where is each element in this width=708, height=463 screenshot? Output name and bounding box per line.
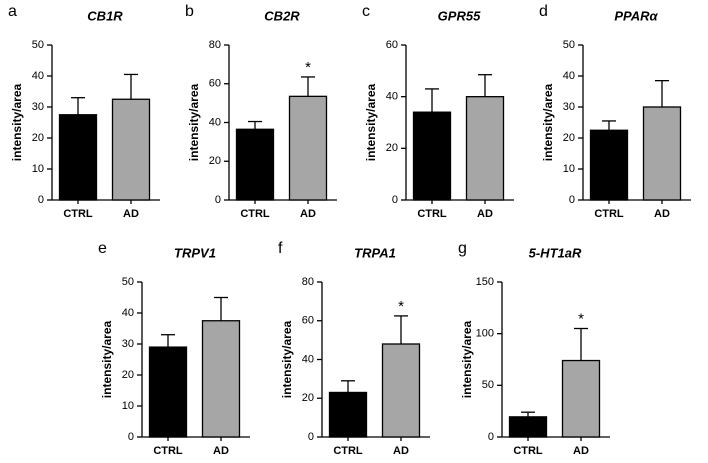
y-tick-label: 20 [563, 132, 575, 144]
x-tick-label: CTRL [333, 445, 363, 457]
bar [235, 128, 275, 201]
bar [201, 320, 241, 438]
y-axis-label: intensity/area [100, 320, 114, 398]
x-tick-label: AD [393, 445, 409, 457]
y-axis-label: intensity/area [10, 83, 24, 161]
chart-title: TRPV1 [174, 245, 216, 260]
y-tick-label: 40 [302, 353, 314, 365]
panel-letter: b [185, 3, 194, 20]
y-axis-label: intensity/area [460, 320, 474, 398]
y-tick-label: 60 [386, 39, 398, 51]
y-tick-label: 20 [32, 132, 44, 144]
y-tick-label: 40 [386, 91, 398, 103]
y-tick-label: 30 [563, 101, 575, 113]
bar [148, 346, 188, 438]
chart-title: GPR55 [438, 8, 481, 23]
y-tick-label: 40 [209, 116, 221, 128]
y-tick-label: 20 [209, 155, 221, 167]
x-tick-label: AD [213, 445, 229, 457]
y-tick-label: 0 [392, 194, 398, 206]
x-tick-label: CTRL [513, 445, 543, 457]
panel-letter: a [8, 3, 17, 20]
y-tick-label: 80 [209, 39, 221, 51]
y-tick-label: 150 [476, 276, 494, 288]
x-tick-label: CTRL [63, 208, 93, 220]
y-tick-label: 80 [302, 276, 314, 288]
x-tick-label: CTRL [153, 445, 183, 457]
panel-letter: c [362, 3, 370, 20]
bar [589, 129, 629, 201]
y-tick-label: 30 [32, 101, 44, 113]
y-tick-label: 20 [122, 369, 134, 381]
y-tick-label: 50 [563, 39, 575, 51]
y-axis-label: intensity/area [541, 83, 555, 161]
y-tick-label: 50 [32, 39, 44, 51]
y-axis-label: intensity/area [280, 320, 294, 398]
y-axis-label: intensity/area [364, 83, 378, 161]
bar [465, 96, 505, 201]
x-tick-label: CTRL [240, 208, 270, 220]
bar [412, 111, 452, 201]
bar [58, 114, 98, 201]
chart-title: PPARα [614, 8, 658, 23]
y-tick-label: 30 [122, 338, 134, 350]
x-tick-label: AD [300, 208, 316, 220]
panel-letter: d [539, 3, 548, 20]
bar [642, 106, 682, 201]
chart-title: 5-HT1aR [529, 245, 582, 260]
y-tick-label: 10 [563, 163, 575, 175]
bar [508, 416, 548, 438]
chart-title: CB1R [87, 8, 123, 23]
x-tick-label: AD [654, 208, 670, 220]
y-tick-label: 50 [122, 276, 134, 288]
x-tick-label: AD [477, 208, 493, 220]
y-tick-label: 40 [122, 307, 134, 319]
y-tick-label: 60 [209, 78, 221, 90]
significance-marker: * [305, 59, 311, 76]
chart-title: TRPA1 [354, 245, 396, 260]
y-tick-label: 0 [38, 194, 44, 206]
y-tick-label: 0 [215, 194, 221, 206]
significance-marker: * [578, 310, 584, 327]
panel-letter: f [278, 240, 283, 257]
x-tick-label: CTRL [417, 208, 447, 220]
bar [111, 98, 151, 201]
y-tick-label: 10 [32, 163, 44, 175]
y-tick-label: 60 [302, 315, 314, 327]
x-tick-label: CTRL [594, 208, 624, 220]
y-tick-label: 20 [386, 142, 398, 154]
chart-title: CB2R [264, 8, 300, 23]
x-tick-label: AD [123, 208, 139, 220]
panel-letter: g [458, 240, 467, 257]
significance-marker: * [398, 298, 404, 315]
y-tick-label: 50 [482, 379, 494, 391]
y-tick-label: 0 [488, 431, 494, 443]
bar [561, 359, 601, 438]
bar [288, 95, 328, 201]
y-tick-label: 10 [122, 400, 134, 412]
panel-letter: e [98, 240, 107, 257]
y-tick-label: 0 [128, 431, 134, 443]
y-tick-label: 0 [569, 194, 575, 206]
y-tick-label: 40 [563, 70, 575, 82]
bar [328, 391, 368, 438]
y-tick-label: 40 [32, 70, 44, 82]
y-axis-label: intensity/area [187, 83, 201, 161]
bar [381, 343, 421, 438]
y-tick-label: 100 [476, 328, 494, 340]
y-tick-label: 0 [308, 431, 314, 443]
x-tick-label: AD [573, 445, 589, 457]
y-tick-label: 20 [302, 392, 314, 404]
